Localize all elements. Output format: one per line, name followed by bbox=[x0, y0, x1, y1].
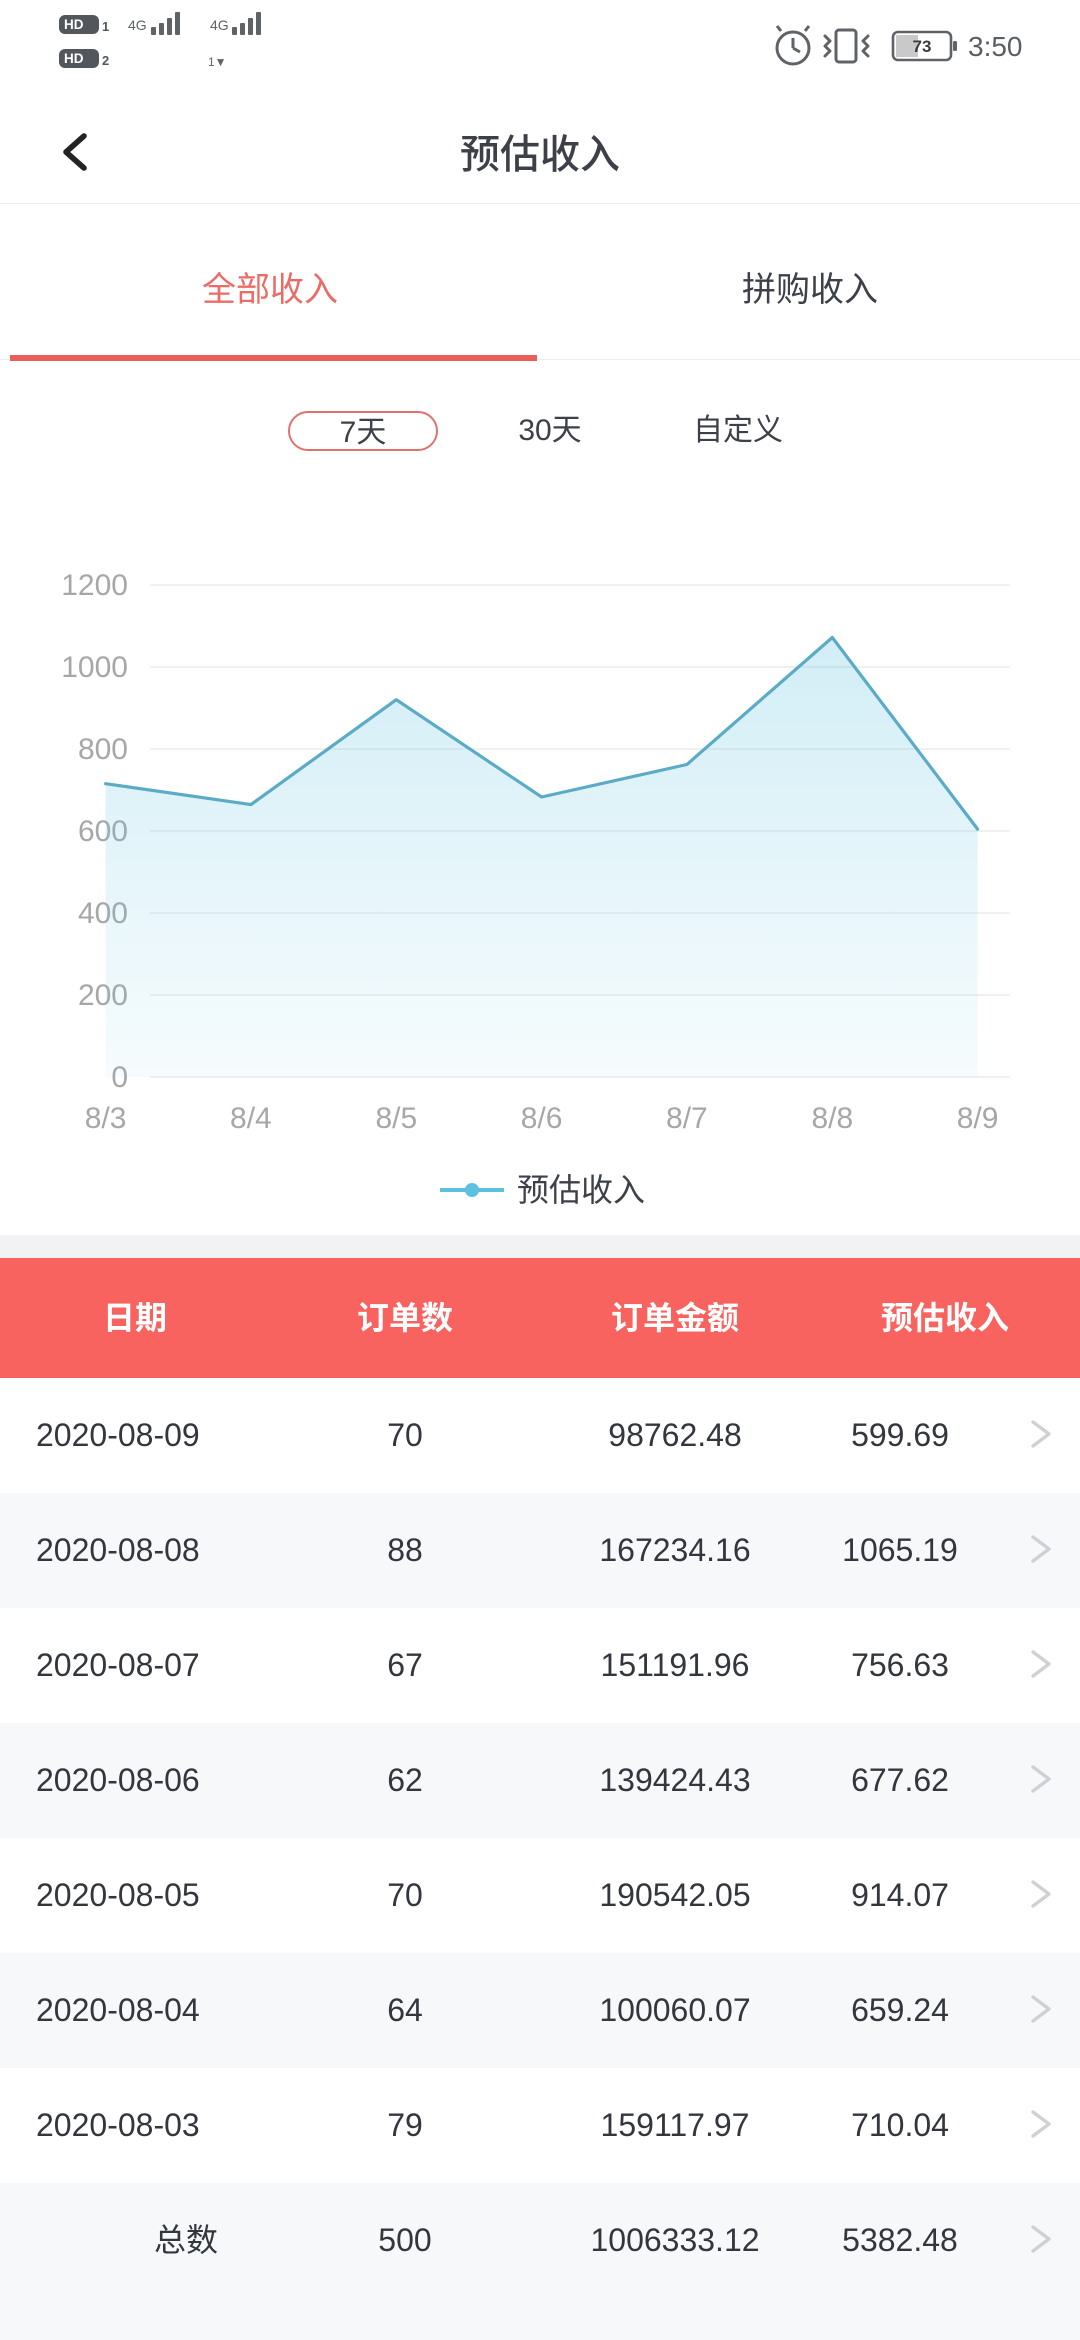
svg-text:73: 73 bbox=[913, 37, 932, 56]
svg-text:8/6: 8/6 bbox=[521, 1102, 563, 1135]
svg-text:3:50: 3:50 bbox=[968, 31, 1023, 62]
svg-text:1▼: 1▼ bbox=[208, 55, 227, 69]
svg-text:2: 2 bbox=[102, 53, 109, 68]
svg-text:1000: 1000 bbox=[61, 651, 128, 684]
svg-text:1200: 1200 bbox=[61, 569, 128, 602]
svg-text:4G: 4G bbox=[210, 17, 229, 33]
svg-text:4G: 4G bbox=[128, 17, 147, 33]
svg-text:800: 800 bbox=[78, 733, 128, 766]
svg-text:8/4: 8/4 bbox=[230, 1102, 272, 1135]
svg-text:8/9: 8/9 bbox=[957, 1102, 999, 1135]
svg-text:预估收入: 预估收入 bbox=[517, 1172, 645, 1208]
svg-text:1: 1 bbox=[102, 19, 109, 34]
svg-text:HD: HD bbox=[64, 17, 84, 32]
svg-text:8/5: 8/5 bbox=[375, 1102, 417, 1135]
svg-text:8/3: 8/3 bbox=[85, 1102, 127, 1135]
svg-text:8/7: 8/7 bbox=[666, 1102, 708, 1135]
svg-text:HD: HD bbox=[64, 51, 84, 66]
svg-text:8/8: 8/8 bbox=[811, 1102, 853, 1135]
